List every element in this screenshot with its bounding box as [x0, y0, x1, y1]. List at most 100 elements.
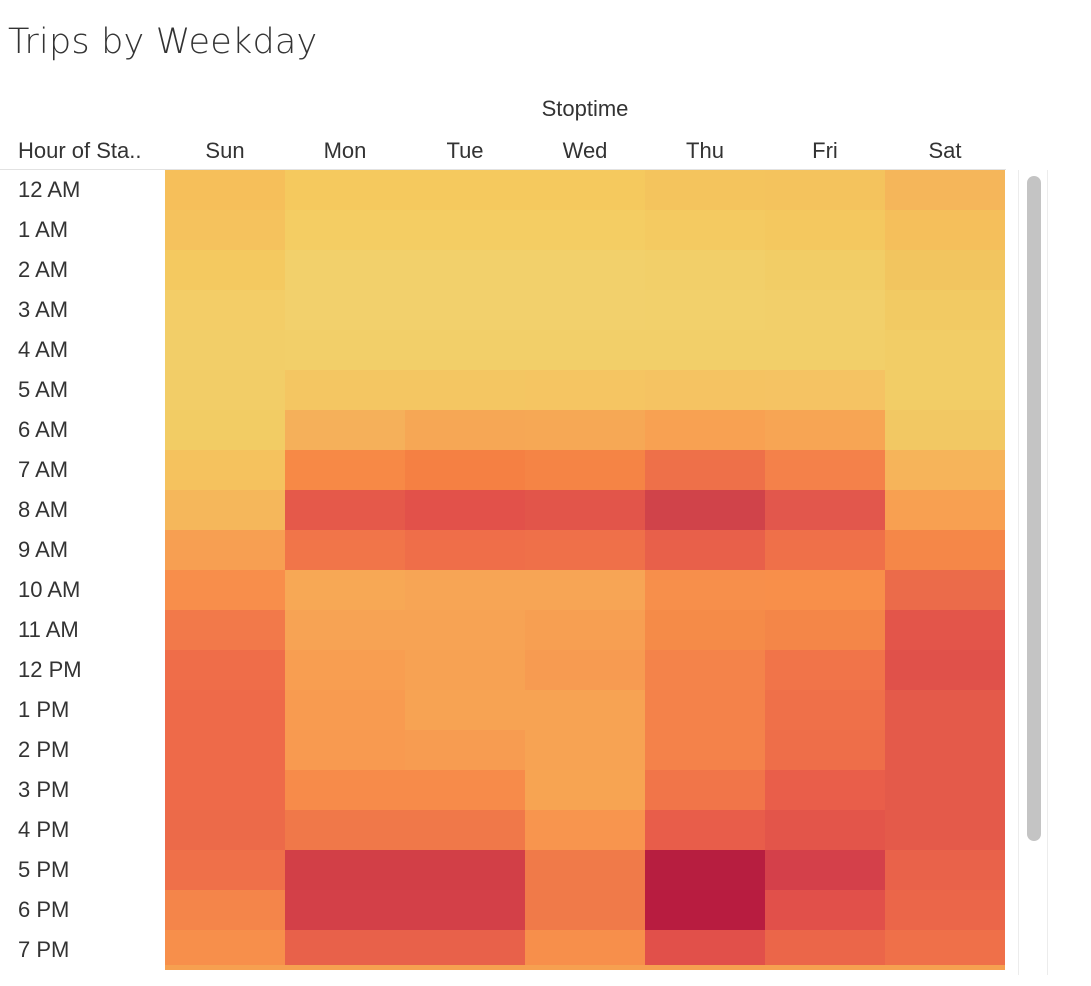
heatmap-cell-mon-9[interactable] [285, 530, 405, 570]
heatmap-cell-wed-16[interactable] [525, 810, 645, 850]
heatmap-cell-fri-5[interactable] [765, 370, 885, 410]
heatmap-cell-fri-3[interactable] [765, 290, 885, 330]
heatmap-cell-sat-5[interactable] [885, 370, 1005, 410]
heatmap-cell-sun-9[interactable] [165, 530, 285, 570]
scrollbar-thumb[interactable] [1027, 176, 1041, 841]
heatmap-cell-sun-7[interactable] [165, 450, 285, 490]
heatmap-cell-tue-9[interactable] [405, 530, 525, 570]
heatmap-cell-wed-11[interactable] [525, 610, 645, 650]
heatmap-cell-tue-4[interactable] [405, 330, 525, 370]
heatmap-cell-fri-14[interactable] [765, 730, 885, 770]
heatmap-cell-sun-15[interactable] [165, 770, 285, 810]
heatmap-cell-fri-10[interactable] [765, 570, 885, 610]
heatmap-cell-tue-3[interactable] [405, 290, 525, 330]
heatmap-cell-mon-3[interactable] [285, 290, 405, 330]
heatmap-cell-sun-6[interactable] [165, 410, 285, 450]
heatmap-cell-sat-8[interactable] [885, 490, 1005, 530]
heatmap-cell-sat-1[interactable] [885, 210, 1005, 250]
heatmap-cell-sun-13[interactable] [165, 690, 285, 730]
heatmap-cell-thu-17[interactable] [645, 850, 765, 890]
heatmap-cell-wed-7[interactable] [525, 450, 645, 490]
heatmap-cell-sat-19[interactable] [885, 930, 1005, 965]
heatmap-cell-sat-18[interactable] [885, 890, 1005, 930]
heatmap-cell-fri-17[interactable] [765, 850, 885, 890]
heatmap-cell-mon-13[interactable] [285, 690, 405, 730]
heatmap-cell-tue-19[interactable] [405, 930, 525, 965]
heatmap-cell-fri-6[interactable] [765, 410, 885, 450]
heatmap-cell-thu-6[interactable] [645, 410, 765, 450]
heatmap-cell-tue-17[interactable] [405, 850, 525, 890]
heatmap-cell-mon-15[interactable] [285, 770, 405, 810]
heatmap-cell-sat-13[interactable] [885, 690, 1005, 730]
heatmap-cell-thu-2[interactable] [645, 250, 765, 290]
heatmap-cell-tue-6[interactable] [405, 410, 525, 450]
heatmap-cell-wed-13[interactable] [525, 690, 645, 730]
heatmap-cell-sun-14[interactable] [165, 730, 285, 770]
heatmap-cell-mon-16[interactable] [285, 810, 405, 850]
heatmap-cell-fri-11[interactable] [765, 610, 885, 650]
heatmap-cell-thu-18[interactable] [645, 890, 765, 930]
heatmap-cell-thu-19[interactable] [645, 930, 765, 965]
heatmap-cell-wed-8[interactable] [525, 490, 645, 530]
heatmap-cell-mon-0[interactable] [285, 170, 405, 210]
heatmap-cell-sat-2[interactable] [885, 250, 1005, 290]
heatmap-cell-fri-4[interactable] [765, 330, 885, 370]
heatmap-cell-wed-14[interactable] [525, 730, 645, 770]
heatmap-cell-fri-0[interactable] [765, 170, 885, 210]
heatmap-cell-sun-17[interactable] [165, 850, 285, 890]
heatmap-cell-sat-12[interactable] [885, 650, 1005, 690]
heatmap-cell-sun-10[interactable] [165, 570, 285, 610]
heatmap-cell-sat-6[interactable] [885, 410, 1005, 450]
heatmap-cell-tue-0[interactable] [405, 170, 525, 210]
heatmap-cell-mon-8[interactable] [285, 490, 405, 530]
heatmap-cell-fri-15[interactable] [765, 770, 885, 810]
heatmap-cell-mon-10[interactable] [285, 570, 405, 610]
heatmap-cell-wed-6[interactable] [525, 410, 645, 450]
heatmap-cell-mon-4[interactable] [285, 330, 405, 370]
heatmap-cell-wed-17[interactable] [525, 850, 645, 890]
heatmap-cell-mon-1[interactable] [285, 210, 405, 250]
heatmap-cell-fri-12[interactable] [765, 650, 885, 690]
heatmap-cell-sun-0[interactable] [165, 170, 285, 210]
heatmap-cell-sun-16[interactable] [165, 810, 285, 850]
heatmap-cell-thu-11[interactable] [645, 610, 765, 650]
heatmap-cell-thu-3[interactable] [645, 290, 765, 330]
heatmap-cell-tue-7[interactable] [405, 450, 525, 490]
heatmap-cell-mon-12[interactable] [285, 650, 405, 690]
heatmap-cell-fri-2[interactable] [765, 250, 885, 290]
heatmap-cell-tue-2[interactable] [405, 250, 525, 290]
heatmap-cell-wed-19[interactable] [525, 930, 645, 965]
heatmap-cell-sat-14[interactable] [885, 730, 1005, 770]
heatmap-cell-sun-3[interactable] [165, 290, 285, 330]
heatmap-cell-sat-0[interactable] [885, 170, 1005, 210]
heatmap-cell-fri-7[interactable] [765, 450, 885, 490]
heatmap-cell-thu-10[interactable] [645, 570, 765, 610]
heatmap-cell-tue-5[interactable] [405, 370, 525, 410]
heatmap-cell-thu-7[interactable] [645, 450, 765, 490]
heatmap-cell-wed-3[interactable] [525, 290, 645, 330]
heatmap-cell-wed-9[interactable] [525, 530, 645, 570]
heatmap-cell-thu-16[interactable] [645, 810, 765, 850]
heatmap-cell-sun-12[interactable] [165, 650, 285, 690]
heatmap-cell-tue-13[interactable] [405, 690, 525, 730]
heatmap-cell-mon-17[interactable] [285, 850, 405, 890]
heatmap-cell-wed-5[interactable] [525, 370, 645, 410]
heatmap-cell-sun-2[interactable] [165, 250, 285, 290]
heatmap-cell-fri-18[interactable] [765, 890, 885, 930]
heatmap-cell-fri-16[interactable] [765, 810, 885, 850]
heatmap-cell-sun-8[interactable] [165, 490, 285, 530]
heatmap-cell-wed-1[interactable] [525, 210, 645, 250]
heatmap-cell-thu-4[interactable] [645, 330, 765, 370]
heatmap-cell-tue-15[interactable] [405, 770, 525, 810]
heatmap-cell-thu-1[interactable] [645, 210, 765, 250]
heatmap-cell-sat-11[interactable] [885, 610, 1005, 650]
heatmap-cell-tue-1[interactable] [405, 210, 525, 250]
heatmap-cell-fri-19[interactable] [765, 930, 885, 965]
heatmap-cell-thu-9[interactable] [645, 530, 765, 570]
heatmap-cell-fri-1[interactable] [765, 210, 885, 250]
heatmap-cell-wed-15[interactable] [525, 770, 645, 810]
heatmap-cell-sun-11[interactable] [165, 610, 285, 650]
heatmap-cell-mon-5[interactable] [285, 370, 405, 410]
heatmap-cell-mon-19[interactable] [285, 930, 405, 965]
heatmap-cell-mon-14[interactable] [285, 730, 405, 770]
